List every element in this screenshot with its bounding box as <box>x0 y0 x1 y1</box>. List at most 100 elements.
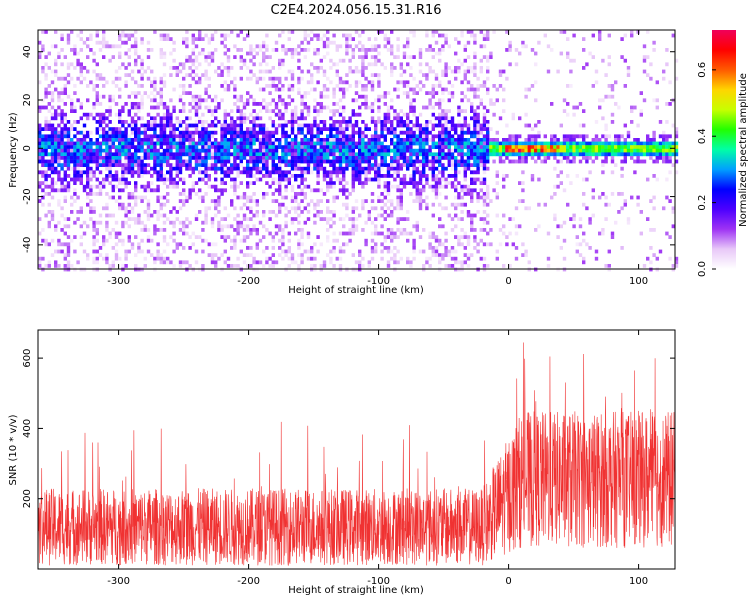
heatmap-cell <box>134 199 137 203</box>
heatmap-cell <box>176 127 179 131</box>
heatmap-cell <box>400 181 403 185</box>
heatmap-cell <box>643 70 646 74</box>
heatmap-cell <box>572 145 575 149</box>
heatmap-cell <box>614 145 617 149</box>
heatmap-cell <box>412 98 415 102</box>
heatmap-cell <box>153 224 156 228</box>
heatmap-cell <box>268 264 271 268</box>
heatmap-cell <box>480 44 483 48</box>
heatmap-cell <box>380 152 383 156</box>
heatmap-cell <box>166 260 169 264</box>
heatmap-cell <box>368 214 371 218</box>
heatmap-cell <box>377 98 380 102</box>
heatmap-cell <box>358 134 361 138</box>
heatmap-cell <box>627 134 630 138</box>
heatmap-cell <box>601 145 604 149</box>
heatmap-cell <box>89 178 92 182</box>
heatmap-cell <box>121 203 124 207</box>
heatmap-cell <box>128 73 131 77</box>
heatmap-cell <box>508 145 511 149</box>
heatmap-cell <box>313 106 316 110</box>
heatmap-cell <box>595 145 598 149</box>
heatmap-cell <box>179 152 182 156</box>
heatmap-cell <box>80 142 83 146</box>
heatmap-cell <box>473 160 476 164</box>
heatmap-cell <box>448 127 451 131</box>
heatmap-cell <box>441 257 444 261</box>
heatmap-cell <box>288 257 291 261</box>
heatmap-cell <box>515 160 518 164</box>
heatmap-cell <box>182 62 185 66</box>
heatmap-cell <box>172 156 175 160</box>
heatmap-cell <box>268 116 271 120</box>
heatmap-cell <box>377 178 380 182</box>
heatmap-cell <box>348 160 351 164</box>
heatmap-cell <box>268 156 271 160</box>
heatmap-cell <box>272 253 275 257</box>
heatmap-cell <box>73 235 76 239</box>
heatmap-cell <box>432 95 435 99</box>
heatmap-cell <box>48 52 51 56</box>
heatmap-cell <box>102 239 105 243</box>
heatmap-cell <box>272 124 275 128</box>
heatmap-cell <box>198 131 201 135</box>
heatmap-cell <box>112 156 115 160</box>
heatmap-cell <box>476 167 479 171</box>
heatmap-cell <box>556 70 559 74</box>
y-tick-label: -40 <box>22 237 33 253</box>
heatmap-cell <box>188 102 191 106</box>
heatmap-cell <box>115 44 118 48</box>
heatmap-cell <box>387 174 390 178</box>
heatmap-cell <box>246 127 249 131</box>
heatmap-cell <box>451 217 454 221</box>
heatmap-cell <box>256 232 259 236</box>
heatmap-cell <box>92 59 95 63</box>
heatmap-cell <box>486 160 489 164</box>
heatmap-cell <box>99 145 102 149</box>
heatmap-cell <box>412 30 415 34</box>
heatmap-cell <box>486 149 489 153</box>
heatmap-cell <box>361 149 364 153</box>
heatmap-cell <box>400 73 403 77</box>
heatmap-cell <box>147 55 150 59</box>
heatmap-cell <box>496 98 499 102</box>
heatmap-cell <box>195 181 198 185</box>
heatmap-cell <box>358 250 361 254</box>
heatmap-cell <box>230 170 233 174</box>
heatmap-cell <box>553 149 556 153</box>
heatmap-cell <box>182 106 185 110</box>
heatmap-cell <box>428 185 431 189</box>
heatmap-cell <box>67 149 70 153</box>
heatmap-cell <box>473 188 476 192</box>
heatmap-cell <box>368 178 371 182</box>
heatmap-cell <box>73 192 76 196</box>
heatmap-cell <box>156 178 159 182</box>
heatmap-cell <box>281 170 284 174</box>
heatmap-cell <box>300 127 303 131</box>
heatmap-cell <box>211 163 214 167</box>
heatmap-cell <box>646 152 649 156</box>
heatmap-cell <box>470 88 473 92</box>
heatmap-cell <box>428 91 431 95</box>
heatmap-cell <box>313 149 316 153</box>
heatmap-cell <box>166 106 169 110</box>
heatmap-cell <box>54 62 57 66</box>
heatmap-cell <box>336 131 339 135</box>
heatmap-cell <box>227 48 230 52</box>
heatmap-cell <box>342 192 345 196</box>
heatmap-cell <box>284 206 287 210</box>
heatmap-cell <box>633 160 636 164</box>
heatmap-cell <box>361 203 364 207</box>
heatmap-cell <box>272 80 275 84</box>
heatmap-cell <box>307 170 310 174</box>
heatmap-cell <box>451 124 454 128</box>
heatmap-cell <box>553 152 556 156</box>
heatmap-cell <box>249 142 252 146</box>
heatmap-cell <box>425 178 428 182</box>
heatmap-cell <box>44 242 47 246</box>
heatmap-cell <box>185 44 188 48</box>
heatmap-cell <box>195 160 198 164</box>
heatmap-cell <box>460 91 463 95</box>
heatmap-cell <box>172 66 175 70</box>
heatmap-cell <box>233 131 236 135</box>
